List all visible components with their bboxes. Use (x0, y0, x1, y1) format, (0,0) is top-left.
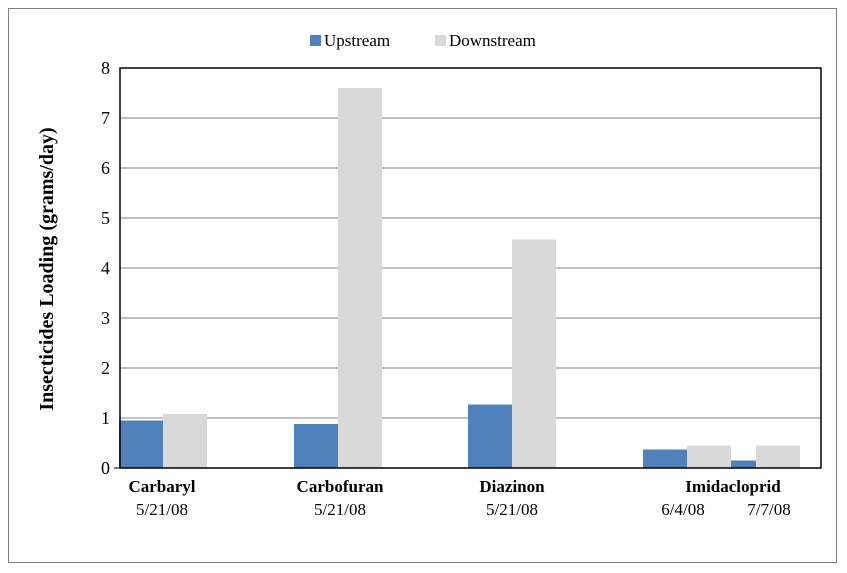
y-tick-label: 4 (101, 258, 110, 278)
category-date-label: 6/4/08 (661, 500, 704, 519)
bar-downstream-3 (687, 445, 731, 468)
y-tick-labels: 0 1 2 3 4 5 6 7 8 (101, 58, 110, 478)
y-axis-label: Insecticides Loading (grams/day) (36, 127, 58, 410)
x-category-labels: Carbaryl 5/21/08 Carbofuran 5/21/08 Diazinon… (128, 477, 790, 519)
bar-downstream-4 (756, 445, 800, 468)
bar-downstream-1 (338, 88, 382, 468)
plot-border (119, 67, 822, 469)
bar-upstream-0 (119, 420, 163, 468)
gridlines (120, 117, 821, 419)
y-tick-label: 3 (101, 308, 110, 328)
category-date-label: 5/21/08 (314, 500, 366, 519)
y-tick-label: 5 (101, 208, 110, 228)
category-date-label: 5/21/08 (136, 500, 188, 519)
y-tick-label: 0 (101, 458, 110, 478)
legend-label-downstream: Downstream (449, 31, 536, 50)
y-tick-label: 2 (101, 358, 110, 378)
bar-upstream-3 (643, 449, 687, 468)
bars (119, 88, 800, 468)
bar-downstream-0 (163, 414, 207, 468)
y-tick-label: 1 (101, 408, 110, 428)
category-label: Carbaryl (128, 477, 195, 496)
category-label: Carbofuran (297, 477, 384, 496)
bar-downstream-2 (512, 239, 556, 468)
bar-chart: 0 1 2 3 4 5 6 7 8 Carbaryl 5/21/08 Carbofuran 5/21/… (36, 31, 822, 519)
category-label: Imidacloprid (685, 477, 781, 496)
bar-upstream-2 (468, 404, 512, 468)
chart-frame: 0 1 2 3 4 5 6 7 8 Carbaryl 5/21/08 Carbofuran 5/21/… (8, 8, 837, 563)
legend-label-upstream: Upstream (324, 31, 390, 50)
axes (114, 67, 822, 469)
bar-upstream-4 (712, 460, 756, 468)
legend: Upstream Downstream (310, 31, 536, 50)
y-tick-label: 8 (101, 58, 110, 78)
y-tick-label: 7 (101, 108, 110, 128)
bar-upstream-1 (294, 424, 338, 468)
category-label: Diazinon (479, 477, 545, 496)
category-date-label: 5/21/08 (486, 500, 538, 519)
legend-swatch-downstream (435, 35, 446, 46)
y-tick-label: 6 (101, 158, 110, 178)
category-date-label: 7/7/08 (747, 500, 790, 519)
legend-swatch-upstream (310, 35, 321, 46)
